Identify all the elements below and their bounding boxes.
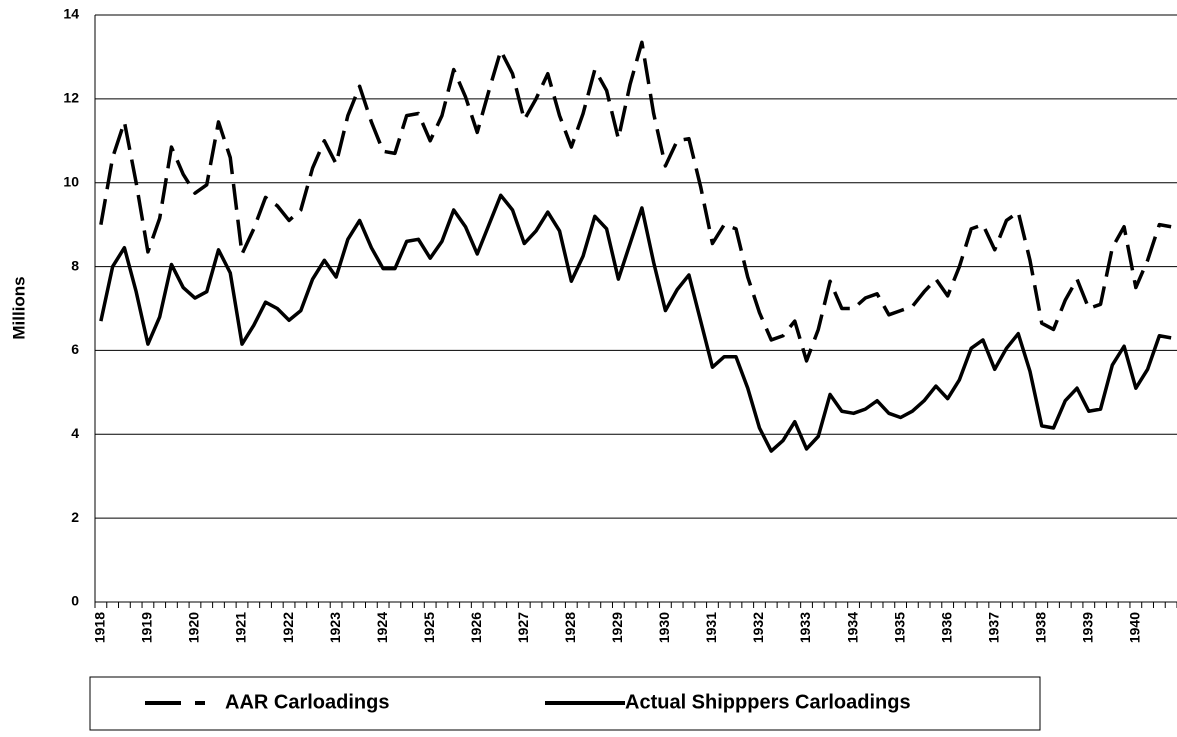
x-tick-label: 1935 bbox=[891, 612, 907, 643]
x-tick-label: 1929 bbox=[609, 612, 625, 643]
series-line bbox=[99, 193, 1172, 453]
x-tick-label: 1920 bbox=[186, 612, 202, 643]
x-tick-label: 1934 bbox=[844, 612, 860, 643]
x-tick-label: 1940 bbox=[1127, 612, 1143, 643]
x-tick-label: 1937 bbox=[985, 612, 1001, 643]
y-tick-label: 8 bbox=[71, 257, 79, 273]
x-tick-label: 1930 bbox=[656, 612, 672, 643]
y-tick-label: 0 bbox=[71, 593, 79, 609]
y-axis-label: Millions bbox=[9, 276, 28, 339]
y-tick-label: 6 bbox=[71, 341, 79, 357]
legend-label: Actual Shipppers Carloadings bbox=[625, 691, 911, 713]
x-tick-label: 1931 bbox=[703, 612, 719, 643]
y-tick-label: 2 bbox=[71, 509, 79, 525]
y-tick-label: 12 bbox=[63, 90, 79, 106]
x-tick-label: 1922 bbox=[280, 612, 296, 643]
x-tick-label: 1918 bbox=[92, 612, 108, 643]
x-tick-label: 1939 bbox=[1079, 612, 1095, 643]
y-tick-label: 4 bbox=[71, 425, 79, 441]
y-tick-label: 14 bbox=[63, 6, 79, 22]
x-tick-label: 1925 bbox=[421, 612, 437, 643]
x-tick-label: 1926 bbox=[468, 612, 484, 643]
x-tick-label: 1921 bbox=[233, 612, 249, 643]
x-tick-label: 1919 bbox=[139, 612, 155, 643]
legend-label: AAR Carloadings bbox=[225, 691, 389, 713]
x-tick-label: 1928 bbox=[562, 612, 578, 643]
x-tick-label: 1923 bbox=[327, 612, 343, 643]
x-tick-label: 1936 bbox=[938, 612, 954, 643]
x-tick-label: 1932 bbox=[750, 612, 766, 643]
x-tick-label: 1938 bbox=[1032, 612, 1048, 643]
series-line bbox=[99, 40, 1172, 363]
x-tick-label: 1927 bbox=[515, 612, 531, 643]
x-tick-label: 1933 bbox=[797, 612, 813, 643]
y-tick-label: 10 bbox=[63, 173, 79, 189]
x-tick-label: 1924 bbox=[374, 612, 390, 643]
